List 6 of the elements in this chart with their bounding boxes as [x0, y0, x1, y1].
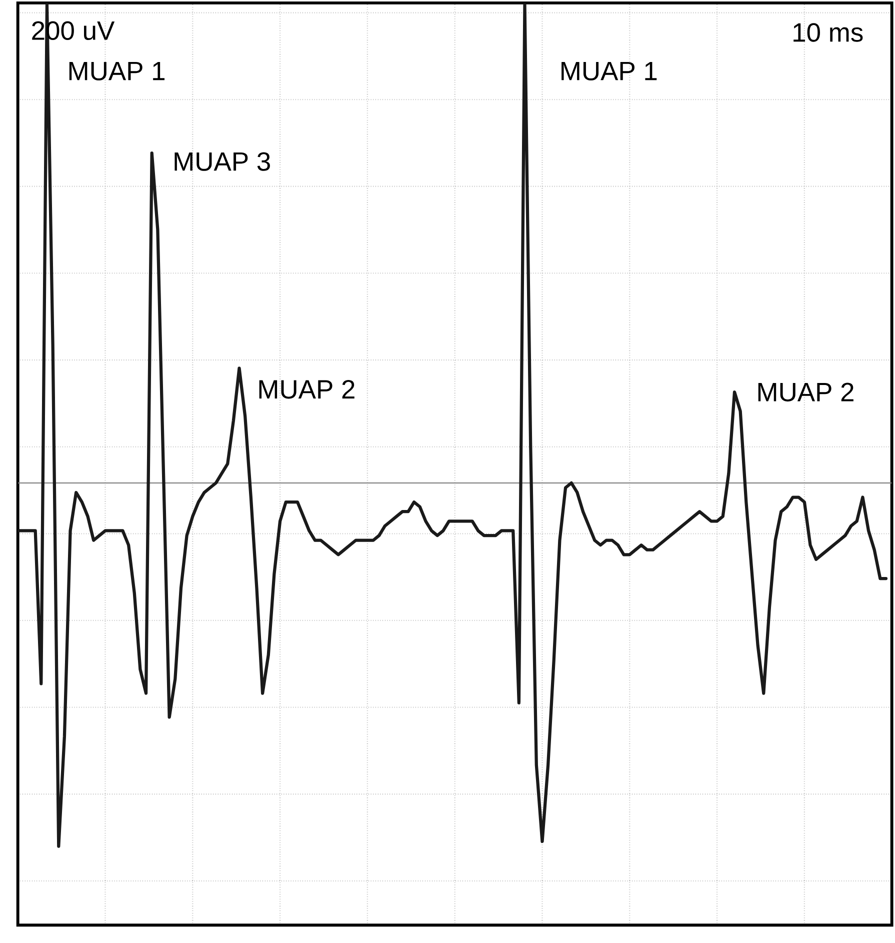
- annotation: MUAP 1: [70, 62, 165, 80]
- annotation: MUAP 2: [758, 382, 854, 402]
- annotation: MUAP 2: [259, 380, 354, 399]
- annotation: 10 ms: [794, 23, 863, 42]
- annotation: MUAP 1: [562, 62, 657, 80]
- annotation: MUAP 3: [174, 152, 270, 171]
